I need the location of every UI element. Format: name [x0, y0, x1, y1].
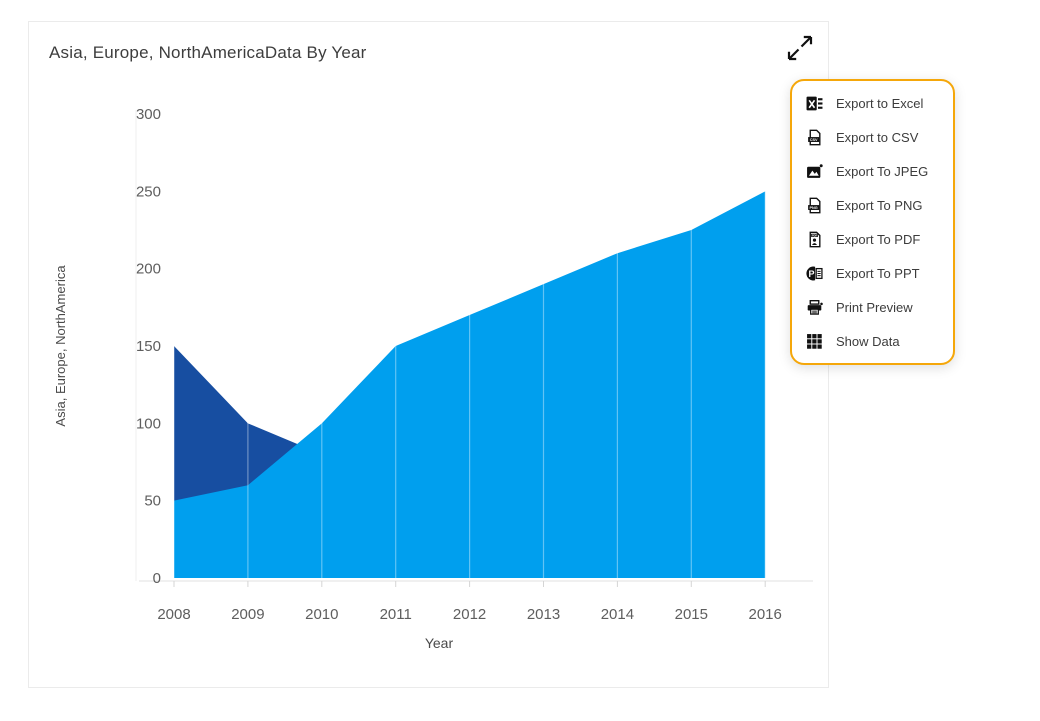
- svg-text:PNG: PNG: [809, 205, 817, 209]
- y-tick-label: 250: [136, 183, 161, 200]
- y-axis-title: Asia, Europe, NorthAmerica: [53, 265, 68, 427]
- menu-item-label: Show Data: [836, 333, 900, 349]
- expand-icon[interactable]: [784, 32, 816, 64]
- menu-item-export-to-ppt[interactable]: P Export To PPT: [792, 256, 953, 290]
- export-menu: Export to Excel CSV Export to CSV Export To…: [790, 79, 955, 365]
- area-chart-canvas: 0 50 100 150 200 250 300 2008 2009 2010 2011 2012 20…: [53, 106, 813, 651]
- x-tick-label: 2016: [749, 606, 782, 623]
- x-tick-label: 2015: [675, 606, 708, 623]
- menu-item-label: Export to CSV: [836, 129, 919, 145]
- csv-icon: CSV: [805, 129, 823, 146]
- x-tick-label: 2012: [453, 606, 486, 623]
- chart-title: Asia, Europe, NorthAmericaData By Year: [49, 43, 367, 62]
- menu-item-label: Export To PNG: [836, 197, 923, 213]
- y-tick-label: 50: [144, 493, 161, 510]
- jpeg-icon: [805, 163, 823, 180]
- menu-item-label: Export to Excel: [836, 95, 924, 111]
- x-tick-label: 2011: [380, 606, 412, 623]
- chart-card: 0 50 100 150 200 250 300 2008 2009 2010 2011 2012 20…: [28, 21, 829, 688]
- menu-item-label: Export To PDF: [836, 231, 921, 247]
- y-tick-label: 150: [136, 338, 161, 355]
- menu-item-export-to-png[interactable]: PNG Export To PNG: [792, 188, 953, 222]
- pdf-icon: PDF: [805, 231, 823, 248]
- grid-icon: [805, 333, 823, 350]
- x-tick-label: 2008: [157, 606, 190, 623]
- y-tick-label: 0: [153, 570, 161, 587]
- svg-text:PDF: PDF: [811, 233, 817, 237]
- menu-item-label: Export To JPEG: [836, 163, 929, 179]
- light-blue-series-area: [174, 191, 766, 578]
- x-tick-label: 2013: [527, 606, 560, 623]
- svg-text:CSV: CSV: [809, 137, 817, 141]
- y-tick-label: 200: [136, 261, 161, 278]
- menu-item-label: Export To PPT: [836, 265, 920, 281]
- menu-item-export-to-excel[interactable]: Export to Excel: [792, 86, 953, 120]
- x-tick-label: 2010: [305, 606, 338, 623]
- png-icon: PNG: [805, 197, 823, 214]
- menu-item-show-data[interactable]: Show Data: [792, 324, 953, 358]
- ppt-icon: P: [805, 265, 823, 282]
- y-tick-label: 300: [136, 106, 161, 123]
- menu-item-label: Print Preview: [836, 299, 913, 315]
- menu-item-export-to-csv[interactable]: CSV Export to CSV: [792, 120, 953, 154]
- printer-icon: [805, 299, 823, 316]
- y-tick-label: 100: [136, 415, 161, 432]
- svg-text:P: P: [808, 269, 814, 279]
- x-tick-label: 2014: [601, 606, 634, 623]
- x-tick-label: 2009: [231, 606, 264, 623]
- menu-item-print-preview[interactable]: Print Preview: [792, 290, 953, 324]
- menu-item-export-to-jpeg[interactable]: Export To JPEG: [792, 154, 953, 188]
- x-axis-title: Year: [425, 635, 454, 651]
- menu-item-export-to-pdf[interactable]: PDF Export To PDF: [792, 222, 953, 256]
- excel-icon: [805, 95, 823, 112]
